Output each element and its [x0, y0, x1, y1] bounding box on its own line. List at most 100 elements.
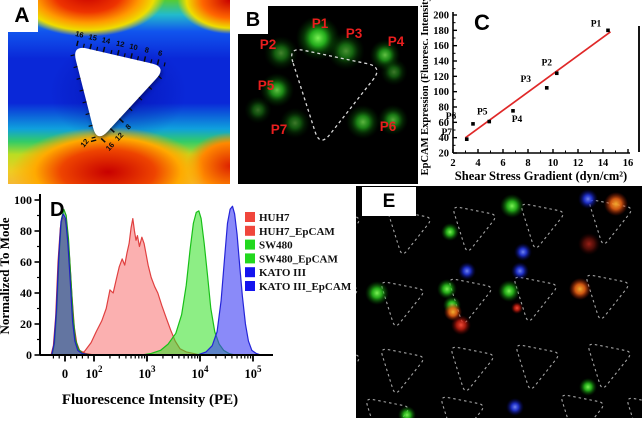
post-outline-dashed	[356, 287, 358, 294]
y-tick-label: 80	[439, 103, 450, 114]
panel-d-flow-cytometry-chart: 0 20 40 60 80 100 0 102 103 104 105 D Fluorescence I…	[0, 193, 352, 408]
post-outline-dashed	[381, 348, 424, 394]
post-outline-dashed	[453, 206, 496, 252]
legend-label: HUH7	[259, 212, 290, 224]
minor-tick	[158, 75, 162, 80]
minor-tick	[79, 89, 84, 92]
cell-dot-green	[365, 281, 389, 305]
cell-blob	[380, 58, 408, 86]
point-label-p5: P5	[477, 108, 488, 118]
point-label-p4: P4	[512, 115, 523, 125]
minor-tick	[70, 54, 75, 57]
x-tick-label: 4	[475, 158, 481, 169]
minor-tick	[88, 124, 93, 127]
panel-a-letter: A	[14, 4, 30, 27]
y-tick-label: 0	[26, 348, 32, 362]
data-point-p7	[464, 137, 469, 141]
x-tick-label: 16	[623, 158, 634, 169]
major-tick	[89, 43, 93, 50]
major-tick	[90, 139, 97, 143]
legend-label: SW480	[259, 240, 293, 252]
minor-tick	[91, 136, 96, 139]
panel-e-label: E	[362, 187, 416, 216]
x-tick-label: 104	[192, 364, 210, 381]
position-label-p3: P3	[346, 26, 363, 41]
major-tick	[156, 59, 160, 65]
post-outline-dashed	[366, 398, 409, 418]
cell-dot-green	[579, 378, 597, 396]
cell-dot-orange	[569, 278, 591, 300]
y-tick-label: 60	[439, 118, 450, 129]
x-tick-label: 14	[598, 158, 609, 169]
figure-edge-line	[638, 26, 640, 152]
position-label-p7: P7	[271, 122, 288, 137]
tick-label: 15	[88, 32, 98, 43]
cell-blob	[346, 105, 380, 139]
position-label-p1: P1	[312, 16, 329, 31]
minor-tick	[96, 46, 99, 51]
minor-tick	[123, 53, 126, 58]
position-label-p4: P4	[388, 34, 405, 49]
x-tick-label: 103	[139, 364, 157, 381]
minor-tick	[128, 107, 133, 112]
cell-blob	[279, 107, 311, 139]
post-outline-dashed	[356, 354, 360, 365]
y-tick-label: 20	[439, 149, 450, 160]
legend-label: KATO III_EpCAM	[259, 281, 352, 293]
tick-label: 8	[144, 45, 150, 55]
y-tick-label: 20	[20, 317, 32, 331]
point-label-p3: P3	[520, 75, 531, 85]
legend-swatch	[245, 281, 255, 291]
tick-label: 12	[78, 137, 90, 149]
minor-tick	[110, 49, 113, 55]
cell-dot-green	[498, 280, 520, 302]
legend-swatch	[245, 212, 255, 222]
minor-tick	[136, 56, 140, 61]
major-tick	[102, 46, 106, 53]
post-outline-dashed	[291, 49, 378, 141]
cell-blob	[327, 32, 365, 70]
fit-line	[464, 31, 612, 139]
post-outline-dashed	[441, 396, 484, 418]
legend-label: SW480_EpCAM	[259, 253, 338, 265]
legend-swatch	[245, 239, 255, 250]
minor-tick	[76, 77, 81, 80]
legend-label: KATO III	[259, 267, 306, 279]
axes	[39, 194, 273, 356]
cell-blob	[377, 104, 409, 136]
minor-tick	[73, 65, 78, 69]
tick-label: 16	[74, 29, 84, 40]
cell-dot-green	[441, 223, 459, 241]
panel-e: E	[356, 186, 642, 418]
tick-label: 12	[113, 131, 125, 143]
x-tick-label: 105	[245, 364, 263, 381]
cell-dot-darkred	[578, 233, 600, 255]
fluorescence-microscopy-post-array	[356, 189, 642, 418]
panel-a-label: A	[6, 0, 38, 32]
fluorescence-microscopy-single-post: P1 P2 P3 P4 P5 P6 P7	[244, 15, 409, 141]
panel-b: P1 P2 P3 P4 P5 P6 P7 B	[238, 6, 418, 184]
y-tick-label: 160	[433, 41, 449, 52]
post-outline-dashed	[627, 397, 642, 418]
major-tick	[130, 53, 133, 59]
x-axis-title: Fluorescence Intensity (PE)	[62, 392, 238, 408]
major-tick	[100, 137, 106, 143]
panel-d-letter: D	[50, 199, 64, 221]
major-tick	[118, 118, 124, 123]
post-outline-dashed	[521, 203, 564, 249]
panel-b-letter: B	[245, 8, 261, 31]
x-tick-label: 12	[573, 158, 584, 169]
major-tick	[116, 50, 120, 56]
minor-tick	[85, 113, 90, 116]
panel-e-letter: E	[382, 190, 396, 212]
tick-label: 10	[129, 42, 139, 53]
y-tick-label: 40	[20, 286, 32, 300]
histogram-kato-iii	[51, 213, 91, 356]
cell-dot-blue	[511, 262, 529, 280]
data-point-p3	[544, 86, 549, 90]
x-tick-label: 102	[86, 364, 104, 381]
major-tick	[76, 40, 79, 47]
point-label-p1: P1	[591, 19, 602, 29]
data-point-p5	[487, 119, 492, 124]
